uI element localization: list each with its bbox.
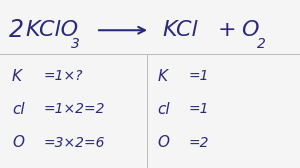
Text: 3: 3 <box>70 37 80 51</box>
Text: =1: =1 <box>189 102 209 116</box>
Text: 2: 2 <box>9 18 24 42</box>
Text: =3×2=6: =3×2=6 <box>44 136 105 150</box>
Text: O: O <box>12 135 24 150</box>
Text: +: + <box>218 20 236 40</box>
Text: =1×?: =1×? <box>44 69 83 83</box>
Text: cl: cl <box>158 102 170 117</box>
Text: O: O <box>242 20 259 40</box>
Text: KCl: KCl <box>162 20 198 40</box>
Text: K: K <box>158 69 167 84</box>
Text: O: O <box>158 135 169 150</box>
Text: =1×2=2: =1×2=2 <box>44 102 105 116</box>
Text: =2: =2 <box>189 136 209 150</box>
Text: 2: 2 <box>256 37 266 51</box>
Text: K: K <box>12 69 22 84</box>
Text: KClO: KClO <box>26 20 79 40</box>
Text: =1: =1 <box>189 69 209 83</box>
Text: cl: cl <box>12 102 25 117</box>
